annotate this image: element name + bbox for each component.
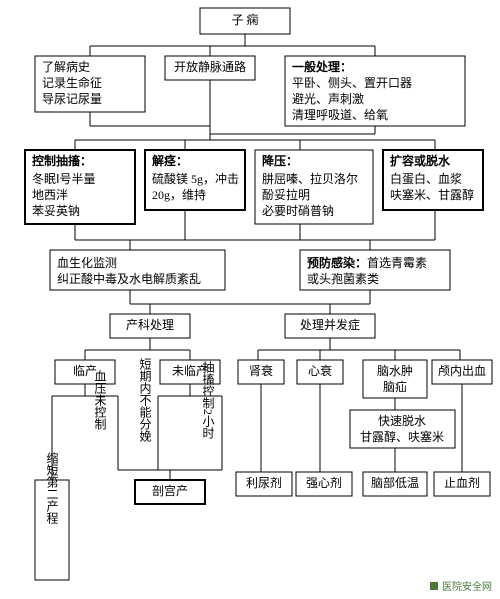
out-brain: 脑部低温	[371, 475, 419, 490]
hypoten-l2: 酚妥拉明	[262, 187, 310, 202]
csection-label: 剖宫产	[152, 483, 188, 498]
complic-label: 处理并发症	[300, 317, 360, 332]
seizure-l3: 苯妥英钠	[32, 203, 80, 218]
out-ich: 止血剂	[444, 475, 480, 490]
volume-l2: 呋塞米、甘露醇	[390, 187, 474, 202]
iv-l1: 开放静脉通路	[174, 59, 246, 74]
heart-label: 心衰	[308, 363, 332, 378]
history-l1: 了解病史	[42, 59, 90, 74]
renal-label: 肾衰	[249, 363, 273, 378]
infection-h: 预防感染：首选青霉素	[307, 255, 427, 270]
seizure-l1: 冬眠Ⅰ号半量	[32, 171, 96, 186]
ich-label: 颅内出血	[438, 364, 486, 378]
watermark-text: 医院安全网	[442, 580, 492, 593]
hypoten-h: 降压：	[262, 153, 298, 168]
antispasm-l1: 硫酸镁 5g，冲击	[152, 171, 239, 186]
biochem-l1: 血生化监测	[57, 256, 117, 270]
obstetric-label: 产科处理	[126, 318, 174, 332]
out-renal: 利尿剂	[246, 475, 282, 490]
root-title: 子 痫	[231, 13, 258, 27]
brain-tx-l1: 快速脱水	[378, 413, 426, 428]
hypoten-l1: 肼屈嗪、拉贝洛尔	[262, 171, 358, 186]
volume-h: 扩容或脱水	[390, 153, 451, 168]
out-heart: 强心剂	[306, 475, 342, 490]
brain-l1: 脑水肿	[377, 363, 413, 378]
general-l1: 平卧、侧头、置开口器	[292, 76, 412, 90]
note-nodeliv: 短期内不能分娩	[138, 358, 152, 442]
watermark-icon	[430, 582, 438, 590]
brain-l2: 脑疝	[383, 379, 407, 394]
seizure-h: 控制抽搐：	[32, 153, 92, 168]
shorten-label: 缩短第二产程	[45, 451, 59, 525]
note-2h: 抽搐控制2小时	[201, 361, 215, 439]
antispasm-h: 解痉：	[152, 153, 188, 168]
general-l2: 避光、声刺激	[292, 92, 364, 106]
hypoten-l3: 必要时硝普钠	[262, 203, 334, 218]
history-l3: 导尿记尿量	[42, 92, 102, 106]
general-l3: 清理呼吸道、给氧	[292, 108, 388, 122]
history-l2: 记录生命征	[42, 75, 102, 90]
note-bp: 血压未控制	[93, 370, 107, 430]
general-header: 一般处理：	[292, 59, 352, 74]
antispasm-l2: 20g，维持	[152, 187, 206, 202]
infection-l1: 或头孢菌素类	[307, 272, 379, 286]
seizure-l2: 地西泮	[32, 188, 68, 202]
brain-tx-l2: 甘露醇、呋塞米	[360, 429, 444, 444]
biochem-l2: 纠正酸中毒及水电解质紊乱	[57, 271, 201, 286]
flowchart: 子 痫 了解病史 记录生命征 导尿记尿量 开放静脉通路 一般处理： 平卧、侧头、…	[0, 0, 500, 599]
volume-l1: 白蛋白、血浆	[390, 171, 462, 186]
